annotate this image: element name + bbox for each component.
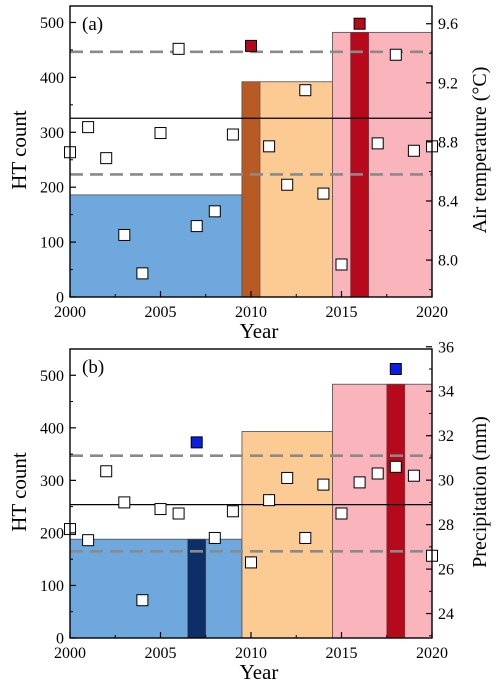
data-point-b-2017 [371, 467, 384, 480]
highlight-marker-a-2016 [353, 17, 366, 30]
period-bar-b-1 [69, 538, 243, 639]
data-point-a-2007 [190, 220, 203, 233]
data-point-b-2003 [118, 496, 131, 509]
data-point-a-2013 [299, 84, 312, 97]
y-tick-label-b-0: 0 [56, 631, 64, 648]
data-point-b-2008 [208, 531, 221, 544]
x-tick-label-a-2020: 2020 [416, 304, 448, 321]
panel-label-a: (a) [82, 14, 103, 35]
data-point-b-2015 [335, 507, 348, 520]
y2-axis-title-b: Precipitation (mm) [469, 416, 491, 568]
y2-tick-label-a-3: 9.2 [438, 75, 458, 92]
data-point-a-2019 [407, 144, 420, 157]
chart-panel-a: 2000 2005 2010 2015 2020 0 100 200 300 400 500 8.0 8… [7, 5, 491, 343]
x-tick-label-b-2000: 2000 [54, 645, 86, 662]
data-point-a-2018 [389, 48, 402, 61]
data-point-a-2014 [317, 187, 330, 200]
x-tick-label-b-2010: 2010 [235, 645, 267, 662]
data-point-b-2011 [263, 494, 276, 507]
period-bar-b-3 [332, 383, 433, 639]
data-point-a-2003 [118, 228, 131, 241]
y2-tick-label-b-0: 24 [438, 606, 454, 623]
y2-tick-label-a-0: 8.0 [438, 253, 458, 270]
y2-tick-label-b-1: 26 [438, 562, 454, 579]
x-tick-label-a-2015: 2015 [326, 304, 358, 321]
x-axis-title-a: Year [240, 319, 279, 343]
data-point-b-2004 [136, 594, 149, 607]
data-point-b-2016 [353, 476, 366, 489]
panel-label-b: (b) [82, 357, 104, 378]
y-axis-title-b: HT count [7, 452, 31, 532]
data-point-a-2012 [281, 178, 294, 191]
x-tick-label-b-2015: 2015 [326, 645, 358, 662]
data-point-a-2001 [82, 121, 95, 134]
y-tick-label-a-400: 400 [40, 70, 64, 87]
y-tick-label-b-200: 200 [40, 525, 64, 542]
y2-tick-label-b-5: 34 [438, 384, 454, 401]
highlight-marker-b-2007 [190, 436, 203, 449]
y-tick-label-a-300: 300 [40, 125, 64, 142]
y-tick-label-b-300: 300 [40, 473, 64, 490]
data-point-b-2013 [299, 531, 312, 544]
y2-tick-label-a-1: 8.4 [438, 193, 458, 210]
y2-tick-label-b-3: 30 [438, 473, 454, 490]
x-tick-label-a-2010: 2010 [235, 304, 267, 321]
data-point-a-2008 [208, 205, 221, 218]
highlight-bar-a-2 [350, 32, 369, 298]
data-point-b-2006 [172, 507, 185, 520]
highlight-marker-b-2018 [389, 363, 402, 376]
x-tick-label-b-2020: 2020 [416, 645, 448, 662]
x-tick-label-b-2005: 2005 [145, 645, 177, 662]
y-axis-title-a: HT count [7, 110, 31, 190]
data-point-b-2012 [281, 471, 294, 484]
y-tick-label-a-500: 500 [40, 15, 64, 32]
data-point-a-2006 [172, 42, 185, 55]
y-tick-label-a-100: 100 [40, 235, 64, 252]
data-point-a-2017 [371, 137, 384, 150]
data-point-a-2011 [263, 140, 276, 153]
y-tick-label-a-0: 0 [56, 290, 64, 307]
y-tick-label-b-500: 500 [40, 368, 64, 385]
y2-tick-label-a-4: 9.6 [438, 16, 458, 33]
data-point-b-2009 [226, 505, 239, 518]
y2-tick-label-b-4: 32 [438, 428, 454, 445]
data-point-a-2002 [100, 152, 113, 165]
y-tick-label-b-100: 100 [40, 578, 64, 595]
period-bar-b-2 [241, 431, 333, 639]
y2-axis-title-a: Air temperature (°C) [469, 67, 491, 234]
x-tick-label-a-2005: 2005 [145, 304, 177, 321]
chart-panel-b: 2000 2005 2010 2015 2020 0 100 200 300 400 500 24 26… [7, 339, 491, 684]
x-axis-title-b: Year [240, 660, 279, 684]
y-tick-label-a-200: 200 [40, 180, 64, 197]
data-point-b-2014 [317, 478, 330, 491]
highlight-marker-a-2010 [245, 39, 257, 52]
y2-tick-label-a-2: 8.8 [438, 134, 458, 151]
data-point-b-2018 [389, 460, 402, 473]
data-point-a-2004 [136, 267, 149, 280]
highlight-bar-b-1 [187, 538, 207, 639]
data-point-b-2019 [407, 469, 420, 482]
y-tick-label-b-400: 400 [40, 420, 64, 437]
y2-tick-label-b-6: 36 [438, 339, 454, 356]
highlight-bar-a-1 [241, 81, 261, 298]
data-point-b-2005 [154, 503, 167, 516]
x-tick-label-a-2000: 2000 [54, 304, 86, 321]
data-point-b-2010 [245, 556, 257, 569]
y2-tick-label-b-2: 28 [438, 517, 454, 534]
data-point-a-2005 [154, 127, 167, 140]
data-point-b-2001 [82, 534, 95, 547]
period-bar-a-3 [332, 31, 433, 298]
data-point-a-2015 [335, 258, 348, 271]
data-point-a-2009 [226, 128, 239, 141]
highlight-bar-b-2 [386, 383, 406, 639]
data-point-b-2002 [100, 465, 113, 478]
